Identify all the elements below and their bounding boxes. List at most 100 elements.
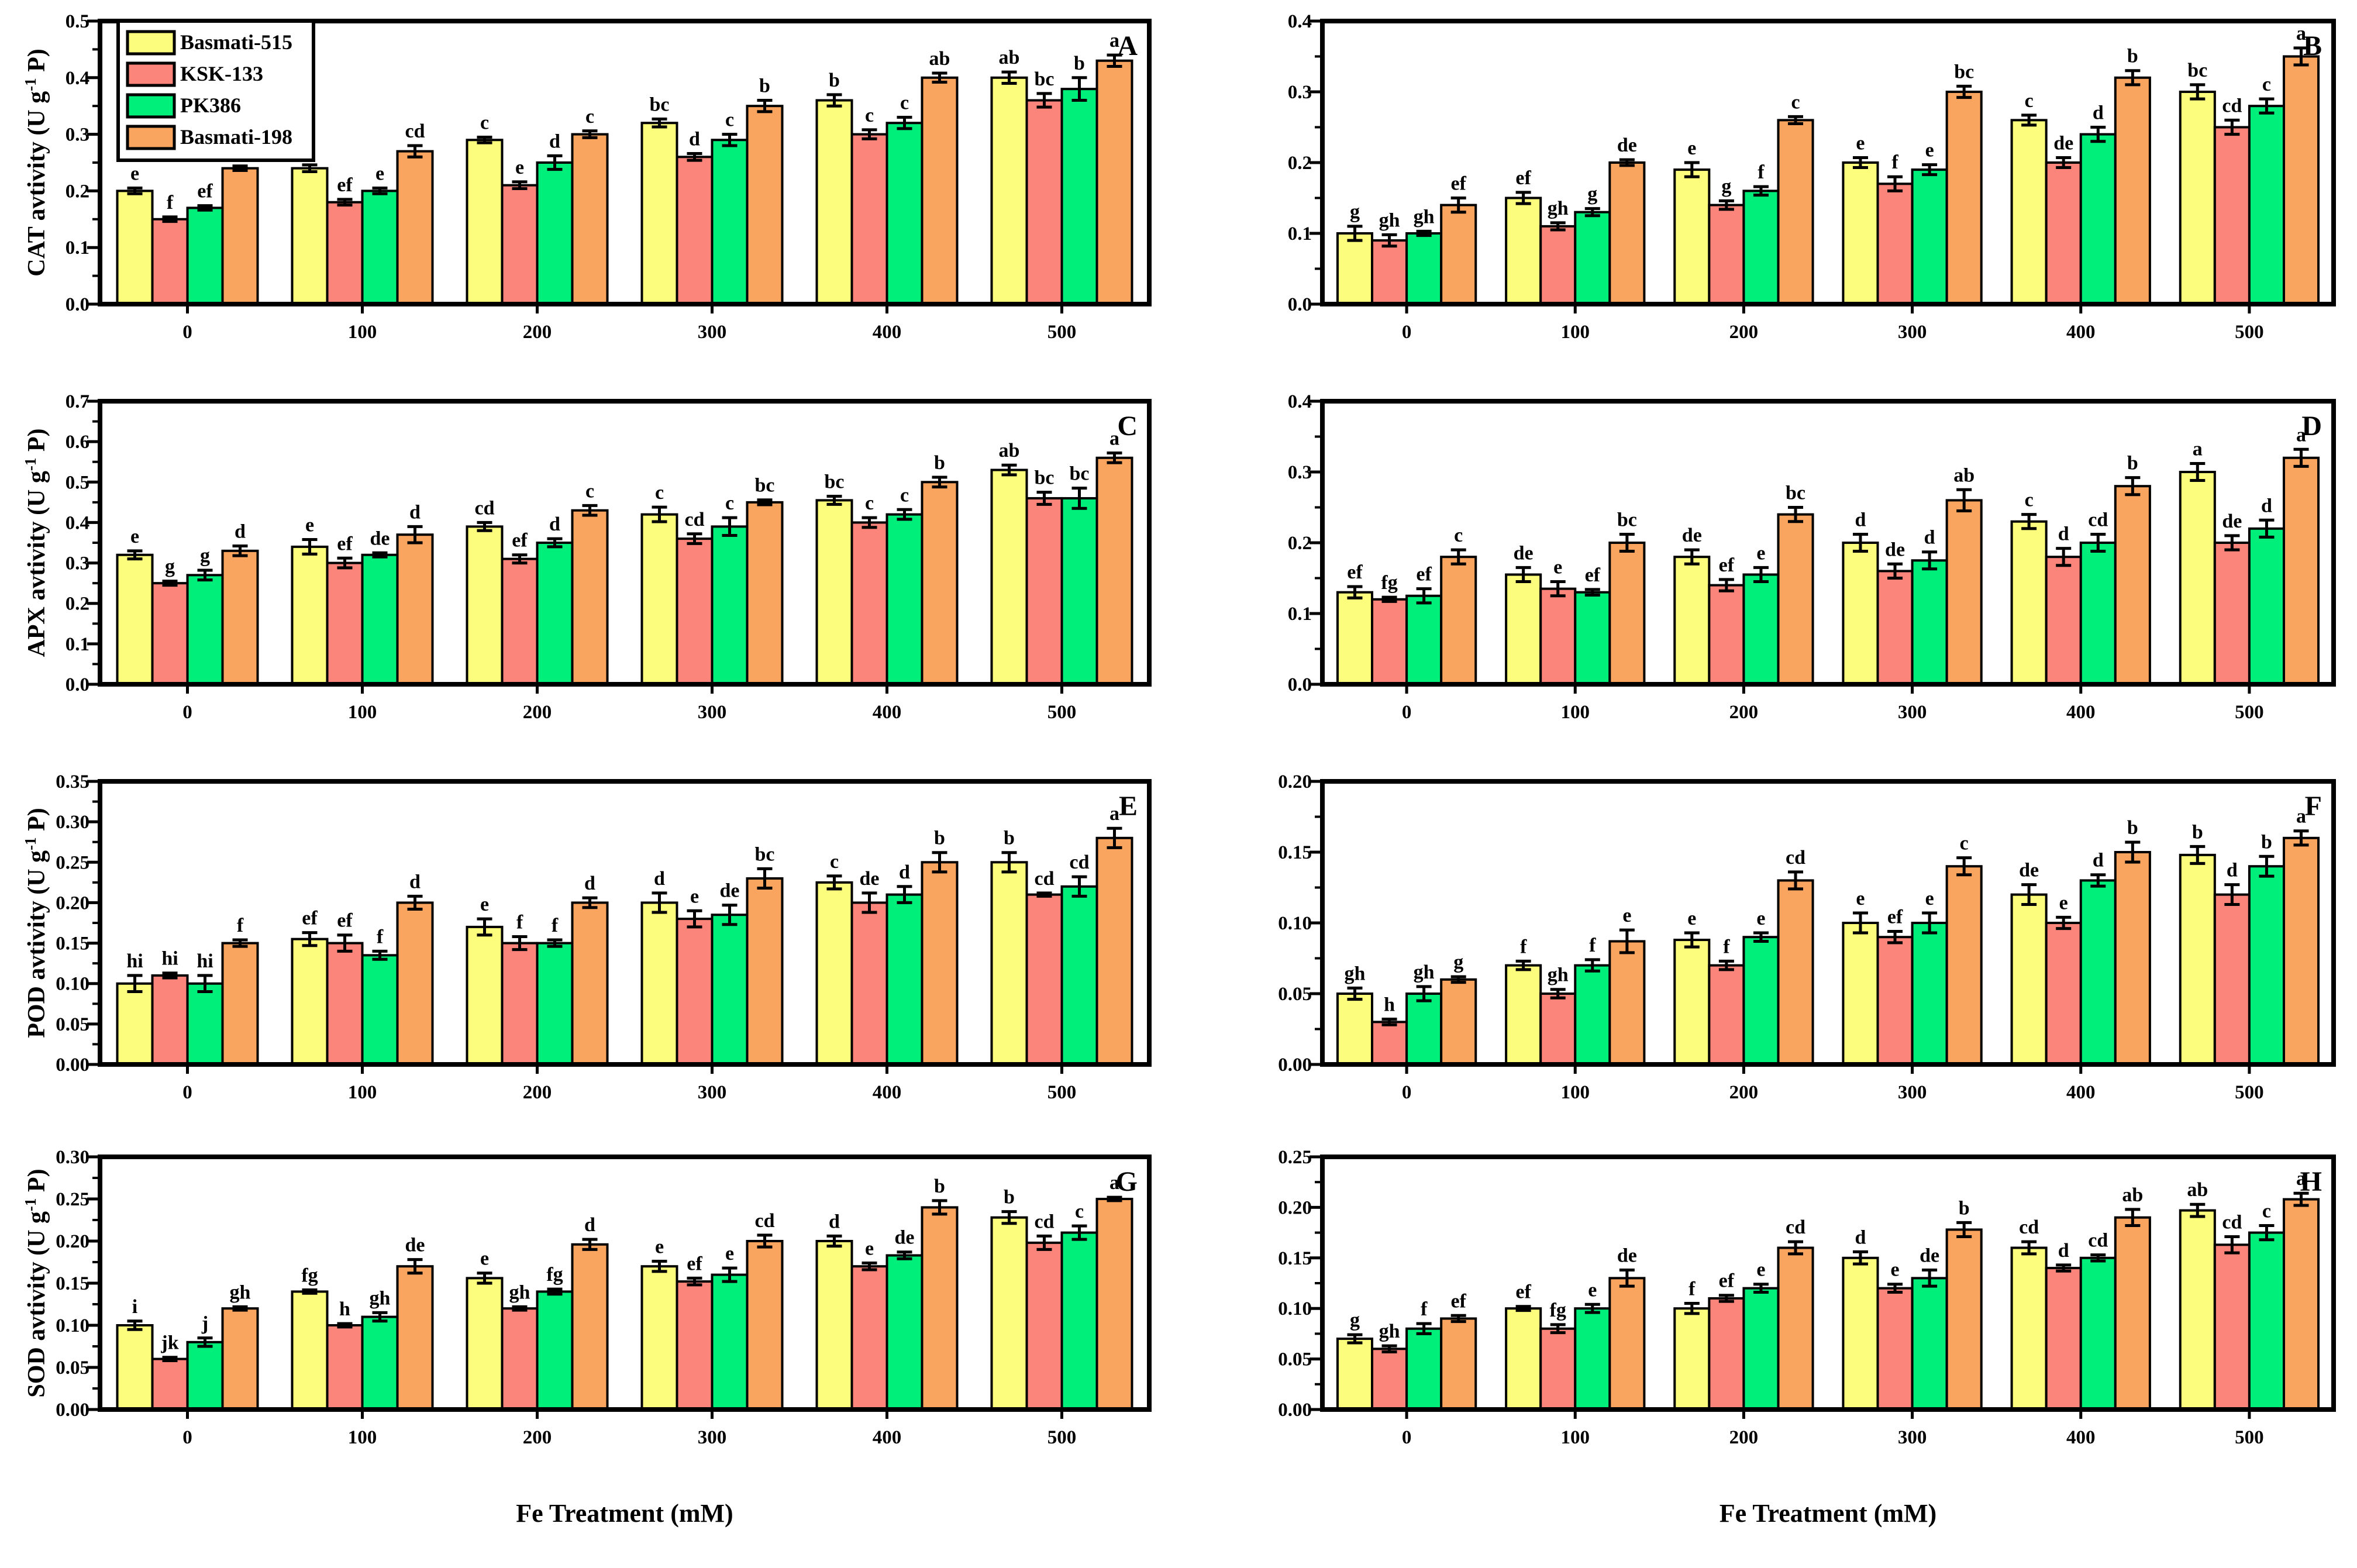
- error-bar-PK386-200: [1753, 1283, 1769, 1294]
- bar-Basmati-198-400: [921, 1206, 959, 1411]
- error-bar-PK386-300: [722, 904, 738, 926]
- x-tick-label-200: 200: [523, 1082, 552, 1103]
- error-bar-PK386-200: [1753, 185, 1769, 197]
- sig-letter-PK386-400: c: [900, 484, 909, 506]
- y-tick-label: 0.1: [66, 634, 89, 655]
- sig-letter-KSK-133-100: e: [1553, 557, 1562, 578]
- sig-letter-Basmati-515-400: de: [2019, 860, 2039, 881]
- sig-letter-KSK-133-300: e: [1890, 1259, 1899, 1281]
- bar-PK386-500: [2248, 527, 2285, 686]
- panel-letter-C: C: [1117, 411, 1138, 442]
- error-bar-PK386-300: [1922, 550, 1938, 571]
- bar-KSK-133-0: [151, 1357, 189, 1411]
- sig-letter-Basmati-198-0: c: [1454, 525, 1463, 546]
- bar-Basmati-198-100: [1608, 940, 1646, 1066]
- x-tick-label-200: 200: [1729, 702, 1759, 723]
- sig-letter-PK386-100: e: [1588, 1279, 1597, 1301]
- bar-KSK-133-200: [1708, 584, 1745, 685]
- sig-letter-PK386-0: hi: [197, 950, 213, 972]
- sig-letter-PK386-300: e: [1925, 888, 1934, 909]
- y-tick-label: 0.30: [56, 1147, 89, 1168]
- error-bar-KSK-133-0: [162, 215, 178, 223]
- bar-KSK-133-0: [151, 974, 189, 1066]
- error-bar-PK386-300: [722, 133, 738, 147]
- x-tick-label-100: 100: [1561, 1082, 1590, 1103]
- sig-letter-PK386-500: bc: [1070, 463, 1090, 485]
- error-bar-PK386-400: [897, 508, 912, 521]
- bar-KSK-133-0: [1371, 1348, 1408, 1411]
- bar-PK386-300: [1911, 1277, 1948, 1411]
- y-tick-label: 0.7: [66, 391, 89, 412]
- error-bar-Basmati-198-500: [2293, 829, 2309, 847]
- x-tick-label-400: 400: [2066, 1082, 2096, 1103]
- bar-KSK-133-200: [501, 557, 539, 685]
- y-tick-label: 0.00: [56, 1054, 89, 1076]
- sig-letter-PK386-100: f: [1589, 935, 1596, 956]
- y-tick-label: 0.5: [66, 472, 89, 493]
- y-tick-label: 0.0: [66, 294, 89, 315]
- sig-letter-KSK-133-0: hi: [161, 948, 178, 970]
- error-bar-PK386-0: [197, 1336, 213, 1348]
- error-bar-Basmati-198-400: [2125, 1208, 2141, 1228]
- sig-letter-PK386-500: c: [2262, 1201, 2271, 1222]
- sig-letter-KSK-133-500: cd: [1035, 1211, 1055, 1232]
- x-tick-label-300: 300: [1898, 702, 1927, 723]
- error-bar-Basmati-515-400: [2021, 883, 2037, 907]
- error-bar-KSK-133-500: [1036, 891, 1052, 898]
- x-tick-label-400: 400: [2066, 322, 2096, 343]
- bar-Basmati-515-500: [990, 468, 1028, 686]
- y-tick-label: 0.6: [66, 432, 89, 453]
- error-bar-KSK-133-0: [162, 1356, 178, 1362]
- bar-KSK-133-300: [676, 156, 714, 305]
- sig-letter-Basmati-198-100: e: [1622, 905, 1631, 926]
- error-bar-Basmati-198-0: [1450, 197, 1466, 214]
- legend-label-Basmati-198: Basmati-198: [180, 125, 292, 149]
- error-bar-Basmati-198-400: [2125, 69, 2141, 87]
- error-bar-Basmati-515-500: [1001, 70, 1017, 85]
- error-bar-Basmati-515-500: [2190, 461, 2206, 483]
- error-bar-KSK-133-500: [2224, 1235, 2240, 1255]
- error-bar-Basmati-515-100: [1515, 1305, 1531, 1312]
- sig-letter-PK386-0: f: [1421, 1298, 1428, 1320]
- sig-letter-KSK-133-100: gh: [1548, 198, 1569, 219]
- plot-area-h: gef fd cdabghfgefedcdfeedecdcefdecdbaba0.0…: [1278, 1147, 2336, 1448]
- sig-letter-KSK-133-100: ef: [337, 174, 353, 196]
- y-tick-label: 0.2: [66, 594, 89, 615]
- error-bar-PK386-400: [2090, 126, 2106, 143]
- error-bar-Basmati-515-0: [1347, 1333, 1363, 1345]
- error-bar-KSK-133-0: [1381, 1344, 1397, 1354]
- bar-PK386-200: [536, 1290, 574, 1411]
- error-bar-KSK-133-100: [337, 556, 353, 570]
- y-tick-label: 0.05: [56, 1014, 89, 1035]
- sig-letter-PK386-400: c: [900, 92, 909, 114]
- bar-KSK-133-400: [850, 521, 888, 686]
- bar-PK386-500: [1060, 497, 1098, 685]
- error-bar-Basmati-515-400: [826, 93, 842, 108]
- sig-letter-PK386-300: de: [1920, 1245, 1939, 1267]
- sig-letter-PK386-200: fg: [546, 1264, 563, 1286]
- x-tick-label-100: 100: [1561, 702, 1590, 723]
- sig-letter-KSK-133-300: d: [689, 129, 700, 150]
- sig-letter-PK386-0: ef: [197, 181, 213, 202]
- sig-letter-Basmati-515-0: gh: [1345, 963, 1366, 984]
- x-tick-label-300: 300: [1898, 322, 1927, 343]
- error-bar-KSK-133-300: [687, 909, 702, 929]
- error-bar-Basmati-198-0: [1450, 1314, 1466, 1324]
- panel-letter-B: B: [2303, 30, 2322, 61]
- error-bar-KSK-133-400: [2056, 1263, 2072, 1273]
- error-bar-Basmati-198-200: [1788, 115, 1804, 125]
- y-tick-label: 0.4: [1288, 391, 1312, 412]
- bar-Basmati-198-500: [1095, 1198, 1133, 1411]
- error-bar-Basmati-198-500: [2293, 46, 2309, 67]
- error-bar-Basmati-198-100: [1619, 532, 1635, 553]
- sig-letter-PK386-200: e: [1756, 1259, 1765, 1281]
- x-tick-label-500: 500: [1047, 1427, 1077, 1448]
- sig-letter-Basmati-198-300: bc: [1954, 61, 1974, 82]
- bar-PK386-0: [1405, 1327, 1443, 1411]
- bar-PK386-300: [1911, 168, 1948, 305]
- sig-letter-Basmati-198-100: bc: [1617, 509, 1637, 530]
- bar-KSK-133-200: [501, 942, 539, 1066]
- error-bar-Basmati-515-400: [2021, 1240, 2037, 1256]
- x-tick-label-500: 500: [1047, 702, 1077, 723]
- error-bar-PK386-300: [1922, 1269, 1938, 1288]
